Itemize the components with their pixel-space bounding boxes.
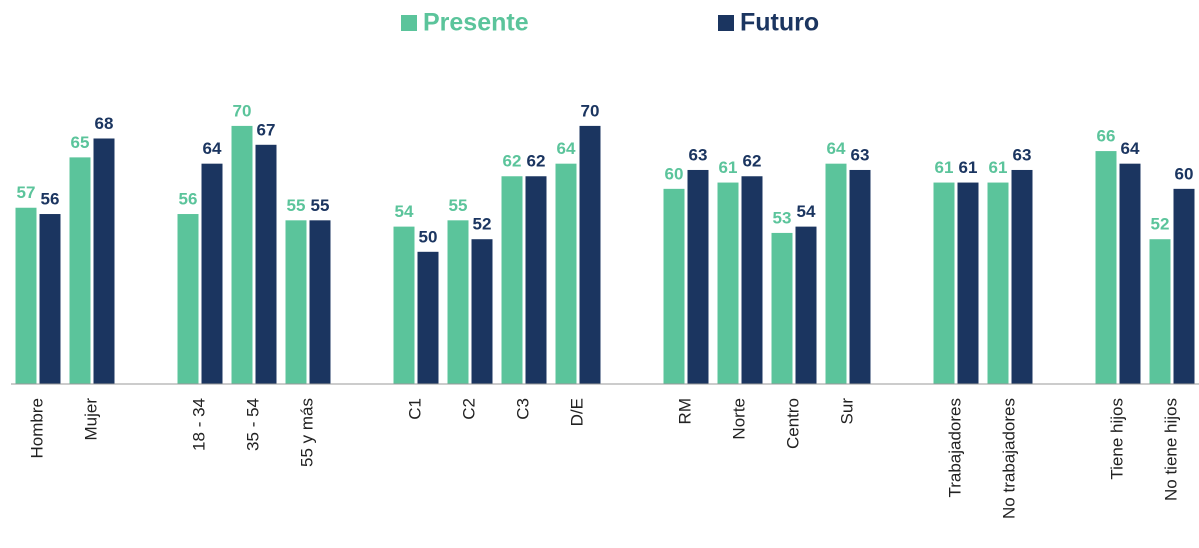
value-label: 63: [851, 145, 870, 164]
value-label: 56: [179, 190, 198, 209]
bar: [69, 157, 91, 384]
x-tick-label: Hombre: [27, 398, 46, 458]
value-label: 60: [665, 164, 684, 183]
bar: [987, 182, 1009, 384]
bar: [447, 220, 469, 384]
value-label: 61: [989, 158, 1008, 177]
x-tick-label: Sur: [837, 398, 856, 425]
value-label: 54: [395, 202, 414, 221]
bar: [849, 169, 871, 384]
x-tick-label: Tiene hijos: [1107, 398, 1126, 480]
bar: [1095, 151, 1117, 384]
bar: [825, 163, 847, 384]
value-label: 60: [1175, 164, 1194, 183]
value-label: 67: [257, 120, 276, 139]
x-tick-label: C3: [513, 398, 532, 420]
value-label: 52: [1151, 215, 1170, 234]
bar: [525, 176, 547, 384]
bar: [933, 182, 955, 384]
bar: [741, 176, 763, 384]
value-label: 64: [827, 139, 846, 158]
value-label: 70: [581, 101, 600, 120]
bar: [1173, 188, 1195, 384]
bar: [309, 220, 331, 384]
bar: [717, 182, 739, 384]
value-label: 64: [557, 139, 576, 158]
bar: [93, 138, 115, 384]
x-tick-label: RM: [675, 398, 694, 424]
legend-label: Futuro: [740, 9, 819, 37]
legend-swatch: [718, 15, 734, 31]
bar: [957, 182, 979, 384]
bar: [417, 251, 439, 384]
x-tick-label: Mujer: [81, 398, 100, 441]
value-label: 61: [935, 158, 954, 177]
x-tick-label: Norte: [729, 398, 748, 440]
bar: [1149, 239, 1171, 384]
value-label: 68: [95, 114, 114, 133]
value-label: 50: [419, 227, 438, 246]
x-tick-label: Centro: [783, 398, 802, 449]
x-tick-label: 35 - 54: [243, 398, 262, 451]
value-label: 70: [233, 101, 252, 120]
bar: [555, 163, 577, 384]
bar: [1119, 163, 1141, 384]
bar: [579, 125, 601, 384]
legend-label: Presente: [423, 9, 529, 37]
value-label: 52: [473, 215, 492, 234]
value-label: 66: [1097, 127, 1116, 146]
value-label: 54: [797, 202, 816, 221]
bar: [393, 226, 415, 384]
x-tick-label: D/E: [567, 398, 586, 426]
legend-swatch: [401, 15, 417, 31]
bar: [471, 239, 493, 384]
value-label: 63: [689, 145, 708, 164]
bar: [39, 214, 61, 384]
value-label: 64: [1121, 139, 1140, 158]
value-label: 55: [287, 196, 306, 215]
value-label: 62: [503, 152, 522, 171]
x-tick-label: No tiene hijos: [1161, 398, 1180, 501]
bar: [285, 220, 307, 384]
value-label: 61: [959, 158, 978, 177]
x-tick-label: 18 - 34: [189, 398, 208, 451]
bar: [177, 214, 199, 384]
x-tick-label: C1: [405, 398, 424, 420]
value-label: 64: [203, 139, 222, 158]
x-tick-label: No trabajadores: [999, 398, 1018, 519]
bar: [795, 226, 817, 384]
bar: [771, 232, 793, 384]
value-label: 65: [71, 133, 90, 152]
value-label: 56: [41, 190, 60, 209]
value-label: 55: [311, 196, 330, 215]
bar: [501, 176, 523, 384]
value-label: 62: [743, 152, 762, 171]
value-label: 63: [1013, 145, 1032, 164]
x-tick-label: Trabajadores: [945, 398, 964, 498]
value-label: 55: [449, 196, 468, 215]
bar: [663, 188, 685, 384]
bar: [687, 169, 709, 384]
value-label: 53: [773, 208, 792, 227]
x-tick-label: 55 y más: [297, 398, 316, 467]
x-tick-label: C2: [459, 398, 478, 420]
bar: [255, 144, 277, 384]
value-label: 57: [17, 183, 36, 202]
value-label: 61: [719, 158, 738, 177]
bar: [1011, 169, 1033, 384]
bar: [201, 163, 223, 384]
bar: [231, 125, 253, 384]
bar: [15, 207, 37, 384]
value-label: 62: [527, 152, 546, 171]
